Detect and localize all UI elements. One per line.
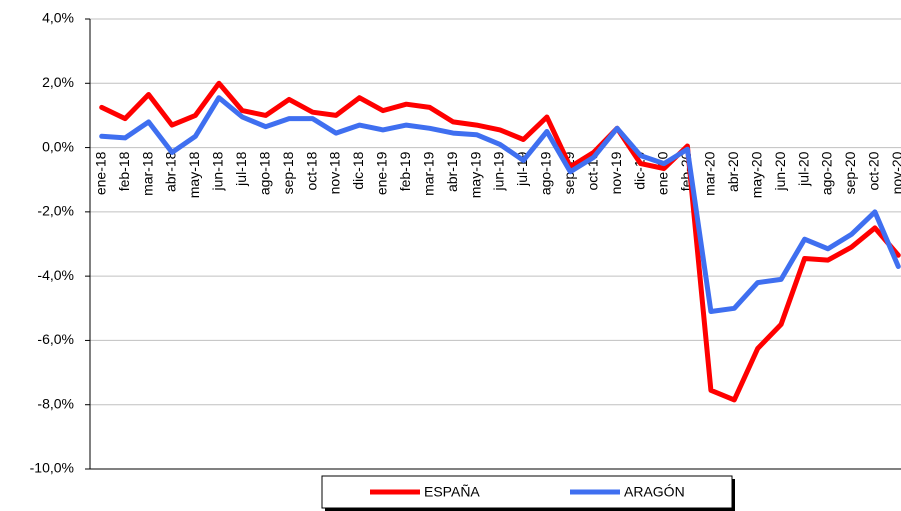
x-tick-label: oct-18 xyxy=(303,151,319,190)
x-tick-label: ene-18 xyxy=(92,151,108,195)
y-tick-label: -2,0% xyxy=(37,203,74,219)
y-tick-label: -4,0% xyxy=(37,267,74,283)
x-tick-label: mar-19 xyxy=(420,151,436,196)
y-tick-label: 4,0% xyxy=(42,10,74,26)
x-tick-label: feb-19 xyxy=(397,151,413,191)
y-tick-label: 2,0% xyxy=(42,74,74,90)
x-tick-label: nov-20 xyxy=(889,151,901,194)
x-tick-label: ene-20 xyxy=(655,151,671,195)
x-tick-label: sep-18 xyxy=(280,151,296,194)
x-tick-label: abr-18 xyxy=(163,151,179,192)
y-tick-label: 0,0% xyxy=(42,138,74,154)
x-tick-label: nov-18 xyxy=(327,151,343,194)
x-tick-label: dic-19 xyxy=(631,151,647,189)
x-tick-label: mar-18 xyxy=(139,151,155,196)
x-tick-label: ago-20 xyxy=(819,151,835,195)
x-tick-label: may-20 xyxy=(748,151,764,198)
x-tick-label: abr-20 xyxy=(725,151,741,192)
x-tick-label: may-19 xyxy=(467,151,483,198)
series-line xyxy=(99,95,901,314)
legend-label: ESPAÑA xyxy=(424,484,480,500)
x-tick-label: nov-19 xyxy=(608,151,624,194)
y-tick-label: -6,0% xyxy=(37,331,74,347)
x-tick-label: feb-18 xyxy=(116,151,132,191)
x-tick-label: ago-18 xyxy=(256,151,272,195)
x-tick-label: oct-20 xyxy=(866,151,882,190)
x-tick-label: may-18 xyxy=(186,151,202,198)
x-tick-label: ago-19 xyxy=(538,151,554,195)
x-tick-label: ene-19 xyxy=(374,151,390,195)
x-tick-label: mar-20 xyxy=(702,151,718,196)
x-tick-label: jun-20 xyxy=(772,151,788,191)
x-tick-label: sep-20 xyxy=(842,151,858,194)
x-tick-label: jun-19 xyxy=(491,151,507,191)
series-line xyxy=(99,80,901,403)
y-tick-label: -8,0% xyxy=(37,395,74,411)
legend-label: ARAGÓN xyxy=(624,484,685,500)
x-tick-label: jul-20 xyxy=(795,151,811,186)
x-tick-label: jun-18 xyxy=(210,151,226,191)
x-tick-label: dic-18 xyxy=(350,151,366,189)
y-tick-label: -10,0% xyxy=(30,460,74,476)
x-tick-label: jul-18 xyxy=(233,151,249,186)
x-tick-label: abr-19 xyxy=(444,151,460,192)
